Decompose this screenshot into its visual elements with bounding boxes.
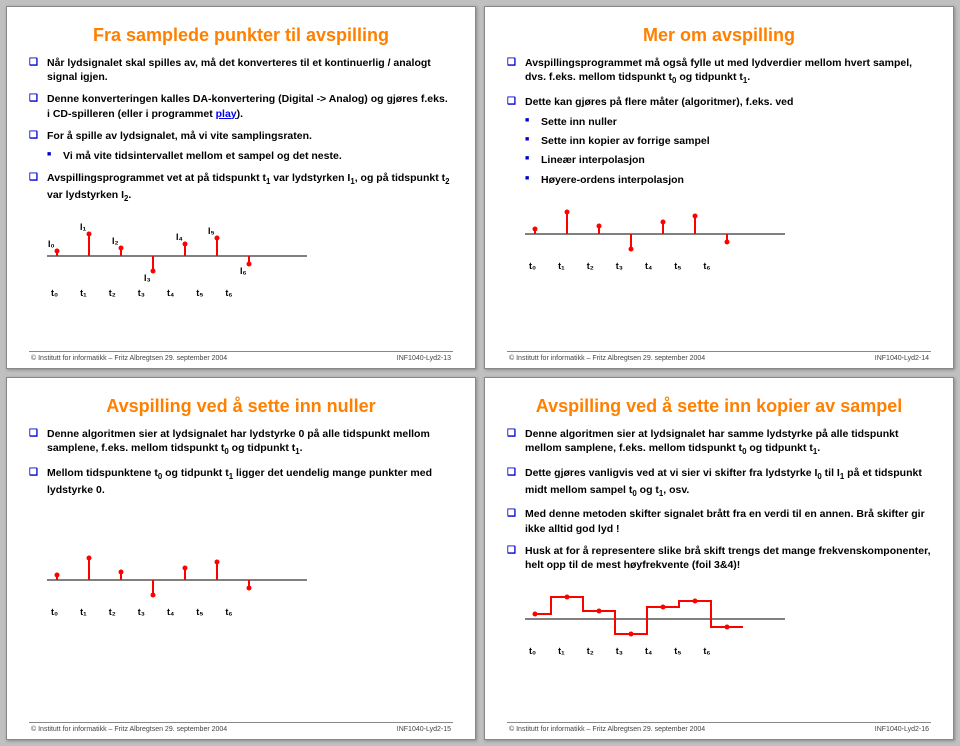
- slide-title: Avspilling ved å sette inn nuller: [29, 396, 453, 417]
- sub-bullet: Lineær interpolasjon: [525, 153, 931, 167]
- axis-ticks: t₀t₁t₂t₃t₄t₅t₆: [529, 646, 931, 656]
- bullet: Husk at for å representere slike brå ski…: [507, 544, 931, 572]
- footer-left: © Institutt for informatikk – Fritz Albr…: [509, 355, 705, 362]
- slide-title: Avspilling ved å sette inn kopier av sam…: [507, 396, 931, 417]
- sub-list: Vi må vite tidsintervallet mellom et sam…: [47, 149, 453, 163]
- slide-footer: © Institutt for informatikk – Fritz Albr…: [507, 722, 931, 735]
- bullet: Mellom tidspunktene t0 og tidpunkt t1 li…: [29, 466, 453, 497]
- slide-footer: © Institutt for informatikk – Fritz Albr…: [507, 351, 931, 364]
- svg-text:I₁: I₁: [80, 222, 87, 232]
- bullet-list: Når lydsignalet skal spilles av, må det …: [29, 56, 453, 212]
- bullet-list: Avspillingsprogrammet må også fylle ut m…: [507, 56, 931, 195]
- slide-1: Fra samplede punkter til avspilling Når …: [6, 6, 476, 369]
- bullet-list: Denne algoritmen sier at lydsignalet har…: [29, 427, 453, 505]
- footer-left: © Institutt for informatikk – Fritz Albr…: [31, 355, 227, 362]
- bullet: Denne algoritmen sier at lydsignalet har…: [507, 427, 931, 458]
- slide-4: Avspilling ved å sette inn kopier av sam…: [484, 377, 954, 740]
- slide-footer: © Institutt for informatikk – Fritz Albr…: [29, 722, 453, 735]
- bullet-text: Dette kan gjøres på flere måter (algorit…: [525, 96, 793, 108]
- slide-title: Mer om avspilling: [507, 25, 931, 46]
- svg-text:I₄: I₄: [176, 232, 183, 242]
- bullet: Avspillingsprogrammet må også fylle ut m…: [507, 56, 931, 87]
- bullet: Avspillingsprogrammet vet at på tidspunk…: [29, 171, 453, 204]
- footer-left: © Institutt for informatikk – Fritz Albr…: [509, 726, 705, 733]
- bullet: Dette gjøres vanligvis ved at vi sier vi…: [507, 466, 931, 499]
- sub-bullet: Vi må vite tidsintervallet mellom et sam…: [47, 149, 453, 163]
- slide-2: Mer om avspilling Avspillingsprogrammet …: [484, 6, 954, 369]
- bullet-list: Denne algoritmen sier at lydsignalet har…: [507, 427, 931, 580]
- footer-right: INF1040-Lyd2-15: [397, 726, 451, 733]
- svg-text:I₃: I₃: [144, 273, 151, 283]
- stem-chart: t₀t₁t₂t₃t₄t₅t₆: [525, 199, 931, 271]
- bullet: Denne algoritmen sier at lydsignalet har…: [29, 427, 453, 458]
- slide-footer: © Institutt for informatikk – Fritz Albr…: [29, 351, 453, 364]
- bullet: Dette kan gjøres på flere måter (algorit…: [507, 95, 931, 187]
- bullet: Med denne metoden skifter signalet brått…: [507, 507, 931, 535]
- svg-text:I₂: I₂: [112, 236, 119, 246]
- slide-title: Fra samplede punkter til avspilling: [29, 25, 453, 46]
- axis-ticks: t₀t₁t₂t₃t₄t₅t₆: [51, 288, 453, 298]
- bullet: For å spille av lydsignalet, må vi vite …: [29, 129, 453, 163]
- bullet: Denne konverteringen kalles DA-konverter…: [29, 92, 453, 120]
- stem-chart-labeled: I₀ I₁ I₂ I₃ I₄ I₅ I₆ t₀t₁t₂t₃t₄t₅t₆: [47, 216, 453, 298]
- stem-chart: t₀t₁t₂t₃t₄t₅t₆: [47, 545, 453, 617]
- step-chart: t₀t₁t₂t₃t₄t₅t₆: [525, 584, 931, 656]
- sub-list: Sette inn nuller Sette inn kopier av for…: [525, 115, 931, 187]
- svg-text:I₅: I₅: [208, 226, 215, 236]
- footer-right: INF1040-Lyd2-14: [875, 355, 929, 362]
- axis-ticks: t₀t₁t₂t₃t₄t₅t₆: [51, 607, 453, 617]
- svg-text:I₆: I₆: [240, 266, 247, 276]
- footer-right: INF1040-Lyd2-16: [875, 726, 929, 733]
- svg-text:I₀: I₀: [48, 239, 55, 249]
- slide-3: Avspilling ved å sette inn nuller Denne …: [6, 377, 476, 740]
- sub-bullet: Sette inn nuller: [525, 115, 931, 129]
- bullet: Når lydsignalet skal spilles av, må det …: [29, 56, 453, 84]
- sub-bullet: Sette inn kopier av forrige sampel: [525, 134, 931, 148]
- footer-right: INF1040-Lyd2-13: [397, 355, 451, 362]
- sub-bullet: Høyere-ordens interpolasjon: [525, 173, 931, 187]
- bullet-text: For å spille av lydsignalet, må vi vite …: [47, 130, 312, 142]
- axis-ticks: t₀t₁t₂t₃t₄t₅t₆: [529, 261, 931, 271]
- footer-left: © Institutt for informatikk – Fritz Albr…: [31, 726, 227, 733]
